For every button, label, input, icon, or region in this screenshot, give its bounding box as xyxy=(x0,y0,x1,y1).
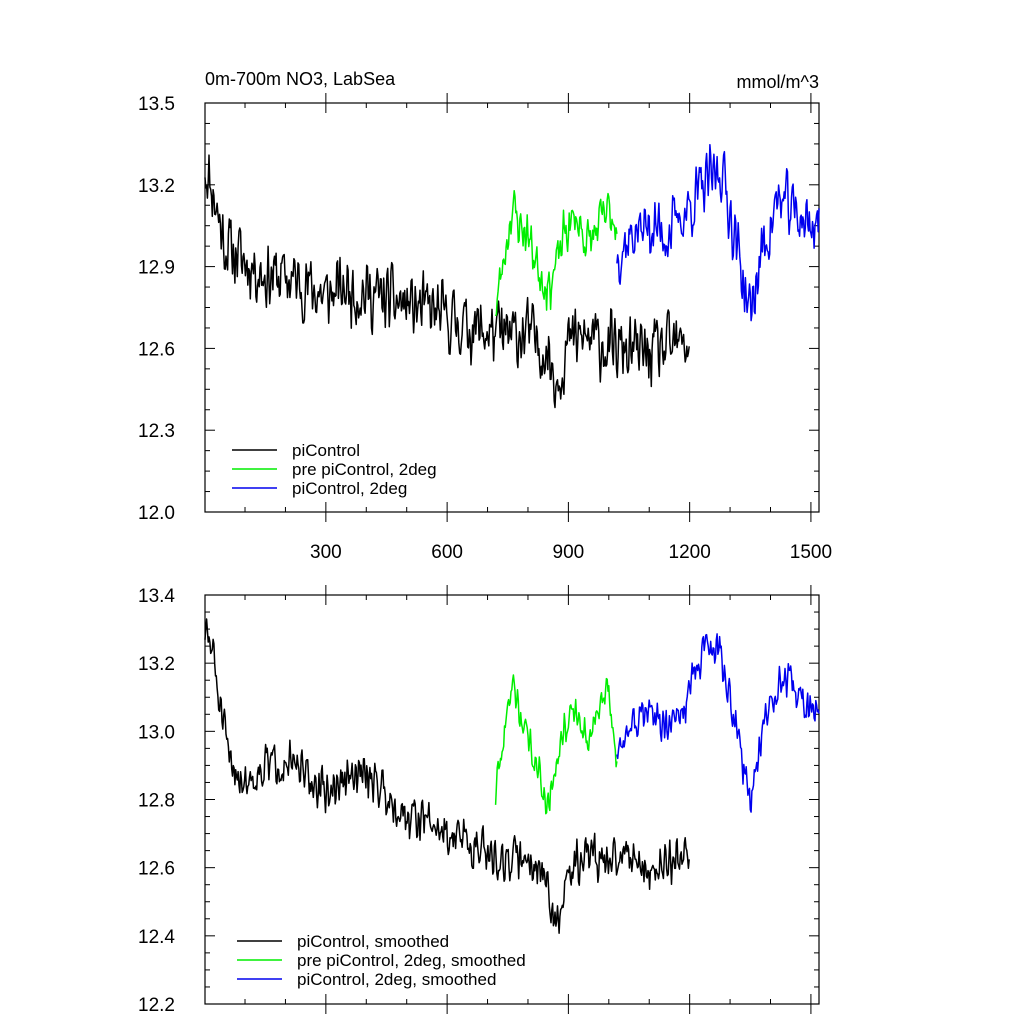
y-tick-label: 13.4 xyxy=(138,586,175,607)
y-tick-label: 12.8 xyxy=(138,791,175,812)
x-tick-label: 1500 xyxy=(790,542,832,563)
top-chart-title: 0m-700m NO3, LabSea xyxy=(205,69,396,89)
y-tick-label: 13.2 xyxy=(138,176,175,197)
series-line-0 xyxy=(204,618,690,934)
top-x-tick-labels: 300 600 900 1200 1500 xyxy=(310,542,832,563)
legend-label: pre piControl, 2deg, smoothed xyxy=(297,951,526,970)
bottom-series-lines xyxy=(204,618,820,934)
y-tick-label: 12.4 xyxy=(138,927,175,948)
top-axis-ticks xyxy=(205,93,819,522)
legend-label: pre piControl, 2deg xyxy=(292,460,437,479)
legend-label: piControl, smoothed xyxy=(297,932,449,951)
legend-label: piControl, 2deg xyxy=(292,479,407,498)
series-line-2 xyxy=(616,633,820,813)
x-tick-label: 1200 xyxy=(669,542,711,563)
top-series-lines xyxy=(204,143,820,409)
series-line-1 xyxy=(494,189,618,317)
x-tick-label: 600 xyxy=(431,542,463,563)
y-tick-label: 13.2 xyxy=(138,654,175,675)
y-tick-label: 13.5 xyxy=(138,94,175,115)
bottom-y-tick-labels: 12.2 12.4 12.6 12.8 13.0 13.2 13.4 xyxy=(138,586,175,1016)
legend-label: piControl xyxy=(292,441,360,460)
units-label: mmol/m^3 xyxy=(737,72,819,92)
top-panel: 12.0 12.3 12.6 12.9 13.2 13.5 300 600 900 1200 15… xyxy=(138,69,832,563)
bottom-panel: 12.2 12.4 12.6 12.8 13.0 13.2 13.4 piControl, … xyxy=(138,585,820,1016)
y-tick-label: 13.0 xyxy=(138,722,175,743)
y-tick-label: 12.3 xyxy=(138,421,175,442)
y-tick-label: 12.6 xyxy=(138,859,175,880)
top-y-tick-labels: 12.0 12.3 12.6 12.9 13.2 13.5 xyxy=(138,94,175,524)
legend-label: piControl, 2deg, smoothed xyxy=(297,970,496,989)
y-tick-label: 12.6 xyxy=(138,339,175,360)
series-line-1 xyxy=(494,674,618,815)
y-tick-label: 12.9 xyxy=(138,258,175,279)
x-tick-label: 900 xyxy=(553,542,585,563)
bottom-axis-ticks xyxy=(205,585,819,1014)
y-tick-label: 12.2 xyxy=(138,995,175,1016)
y-tick-label: 12.0 xyxy=(138,503,175,524)
x-tick-label: 300 xyxy=(310,542,342,563)
series-line-0 xyxy=(204,154,690,409)
series-line-2 xyxy=(616,143,820,322)
